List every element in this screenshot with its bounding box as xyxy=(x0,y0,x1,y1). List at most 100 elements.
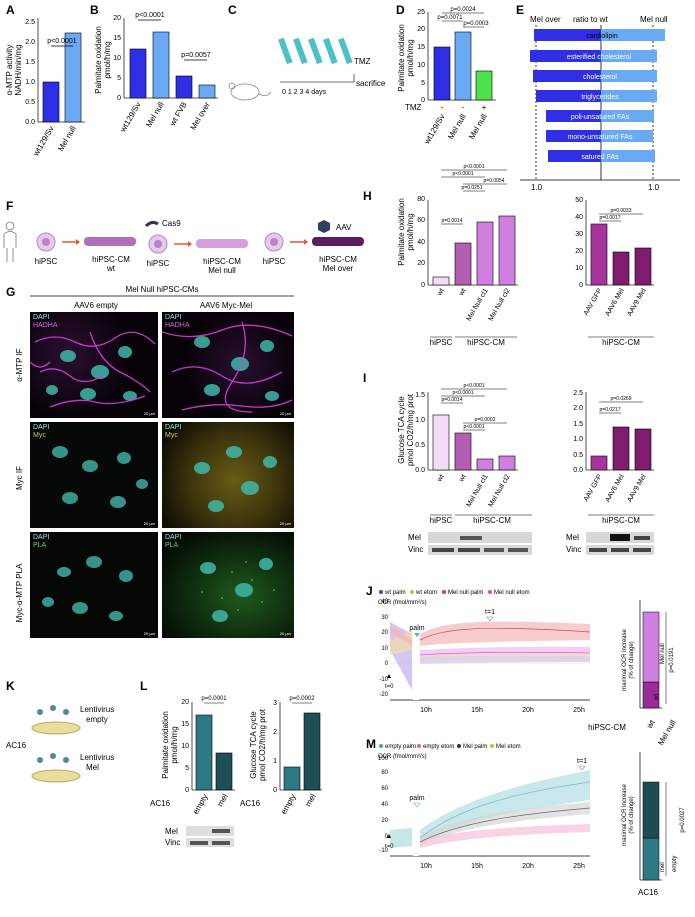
panel-h-tick: 10 xyxy=(575,265,583,272)
stain-label-pla: PLA xyxy=(33,542,47,549)
panel-l-tick: 10 xyxy=(181,743,189,750)
panel-a-bar xyxy=(42,81,60,123)
panel-h-category: AAV GFP xyxy=(583,287,604,317)
panel-i-group-a: hiPSC xyxy=(430,516,453,525)
panel-g-col2: AAV6 Myc-Mel xyxy=(200,301,253,310)
panel-j-legend: wt etom xyxy=(415,590,437,596)
panel-c-end: sacrifice xyxy=(356,79,386,88)
scale-bar-label: 20 µm xyxy=(279,631,291,636)
panel-l-blot-row: Mel xyxy=(165,827,178,836)
panel-i-ylabel-2: pmol CO2/h/mg prot xyxy=(406,393,415,466)
lentivirus-icon xyxy=(37,705,69,763)
panel-m-xtick: 10h xyxy=(420,863,432,870)
panel-d-tmz: - xyxy=(462,103,465,112)
panel-l: L Palmitate oxidation pmol/h/mg 0 5 10 1… xyxy=(140,679,322,847)
panel-d-tick: 20 xyxy=(417,26,425,33)
panel-l-tick: 15 xyxy=(181,721,189,728)
panel-i-blot-row: Mel xyxy=(408,533,421,542)
panel-g-letter: G xyxy=(6,285,15,299)
panel-e-header-mid: ratio to wt xyxy=(573,15,608,24)
panel-d-tmz-label: TMZ xyxy=(405,103,422,112)
cell-stain-svg xyxy=(194,446,277,512)
cell-stain-svg xyxy=(200,558,275,622)
panel-k: K Lentivirus empty AC16 Lentivirus Mel xyxy=(6,679,114,783)
panel-m-xtick: 15h xyxy=(471,863,483,870)
panel-e-row-label: poli-unsatured FAs xyxy=(571,114,630,121)
panel-h-ylabel-2: pmol/h/mg xyxy=(406,213,415,250)
panel-b-tick: 5 xyxy=(117,75,121,82)
panel-h-group-a: hiPSC xyxy=(430,338,453,347)
stain-label-pla: PLA xyxy=(165,542,179,549)
stain-label-hadha: HADHA xyxy=(165,322,190,329)
panel-a: A α-MTP activity NADH/min/mg 0.0 0.5 1.0… xyxy=(5,3,85,158)
panel-k-letter: K xyxy=(6,679,15,693)
panel-h-category: AAV6 Mel xyxy=(604,287,626,317)
stain-label-myc: Myc xyxy=(165,432,178,439)
cell-stain-svg xyxy=(162,321,293,413)
panel-i-pval: p=0.0217 xyxy=(600,407,621,413)
stain-label-dapi: DAPI xyxy=(33,534,50,541)
panel-k-label: AC16 xyxy=(6,741,27,750)
panel-l-category: empty xyxy=(191,793,210,816)
panel-h-category: wt xyxy=(458,287,468,297)
panel-d-tmz: - xyxy=(441,103,444,112)
panel-b-category: wt129/Sv xyxy=(118,101,143,135)
panel-l-bar xyxy=(215,752,233,791)
panel-k-label: Lentivirus xyxy=(80,705,114,714)
panel-l-tick: 2 xyxy=(273,729,277,736)
panel-l-category: mel xyxy=(303,792,317,808)
panel-m-tick: -10 xyxy=(379,848,388,854)
panel-i-bar xyxy=(498,455,516,471)
panel-d: D Palmitate oxidation pmol/h/mg 0 5 10 1… xyxy=(396,3,496,146)
panel-l-ylabel2-1: Glucose TCA cycle xyxy=(249,711,258,779)
panel-j-xtick: 15h xyxy=(471,707,483,714)
panel-j-tick: -10 xyxy=(379,677,388,683)
panel-e-row-label: triglycerides xyxy=(581,94,619,101)
panel-l-group: AC16 xyxy=(240,799,261,808)
panel-f-label: wt xyxy=(106,264,116,273)
panel-b-bar xyxy=(198,84,216,99)
panel-l-tick: 3 xyxy=(273,700,277,707)
panel-j-bar-cat: Mel null xyxy=(656,718,678,747)
panel-f-label: Mel null xyxy=(208,266,236,275)
panel-h-bar xyxy=(476,221,494,286)
syringe-icon xyxy=(278,37,353,65)
panel-l-ylabel2-2: pmol CO2/h/mg prot xyxy=(258,708,267,781)
panel-l-tick: 1 xyxy=(273,758,277,765)
mouse-icon xyxy=(228,82,272,101)
panel-c-days: 0 1 2 3 4 days xyxy=(282,89,326,96)
panel-i-bar xyxy=(612,426,630,471)
panel-h-tick: 60 xyxy=(417,217,425,224)
panel-f-label: hiPSC xyxy=(263,257,286,266)
panel-m-bar-cat: mel xyxy=(660,862,666,872)
panel-e-row: mono-unsatured FAs xyxy=(546,130,653,142)
panel-e-row: cholesterol xyxy=(533,70,657,82)
panel-j-palm: palm xyxy=(409,625,424,632)
panel-b-ylabel-1: Palmitate oxidation xyxy=(94,26,103,94)
panel-j-tick: 0 xyxy=(385,661,389,667)
panel-i-category: AAV9 Mel xyxy=(626,473,648,503)
panel-e-header-right: Mel null xyxy=(640,15,668,24)
panel-m-xtick: 25h xyxy=(573,863,585,870)
panel-e-axis-right: 1.0 xyxy=(648,183,660,192)
panel-d-category: wt129/Sv xyxy=(422,113,447,147)
panel-k-label: Lentivirus xyxy=(80,753,114,762)
panel-m-tick: 0 xyxy=(385,834,389,840)
scale-bar-label: 20 µm xyxy=(143,521,155,526)
panel-j-bar-cat: wt xyxy=(654,694,660,701)
panel-h-bar xyxy=(634,247,652,286)
panel-l-ylabel1-1: Palmitate oxidation xyxy=(161,711,170,779)
panel-d-ylabel-1: Palmitate oxidation xyxy=(397,24,406,92)
panel-j-bar-cat-inline: Mel null xyxy=(660,643,666,664)
panel-b-ylabel-2: pmol/h/mg xyxy=(103,41,112,78)
panel-m-tick: 80 xyxy=(381,770,388,776)
panel-d-tmz: + xyxy=(482,103,487,112)
panel-e-row: poli-unsatured FAs xyxy=(546,110,654,122)
panel-i-category: AAV6 Mel xyxy=(604,473,626,503)
panel-m-t0: t=0 xyxy=(385,844,394,850)
panel-b-tick: 15 xyxy=(113,35,121,42)
panel-l-tick: 5 xyxy=(185,765,189,772)
aav-icon xyxy=(318,220,330,233)
panel-h-tick: 0 xyxy=(421,282,425,289)
panel-i-group-b-right: hiPSC-CM xyxy=(602,516,640,525)
